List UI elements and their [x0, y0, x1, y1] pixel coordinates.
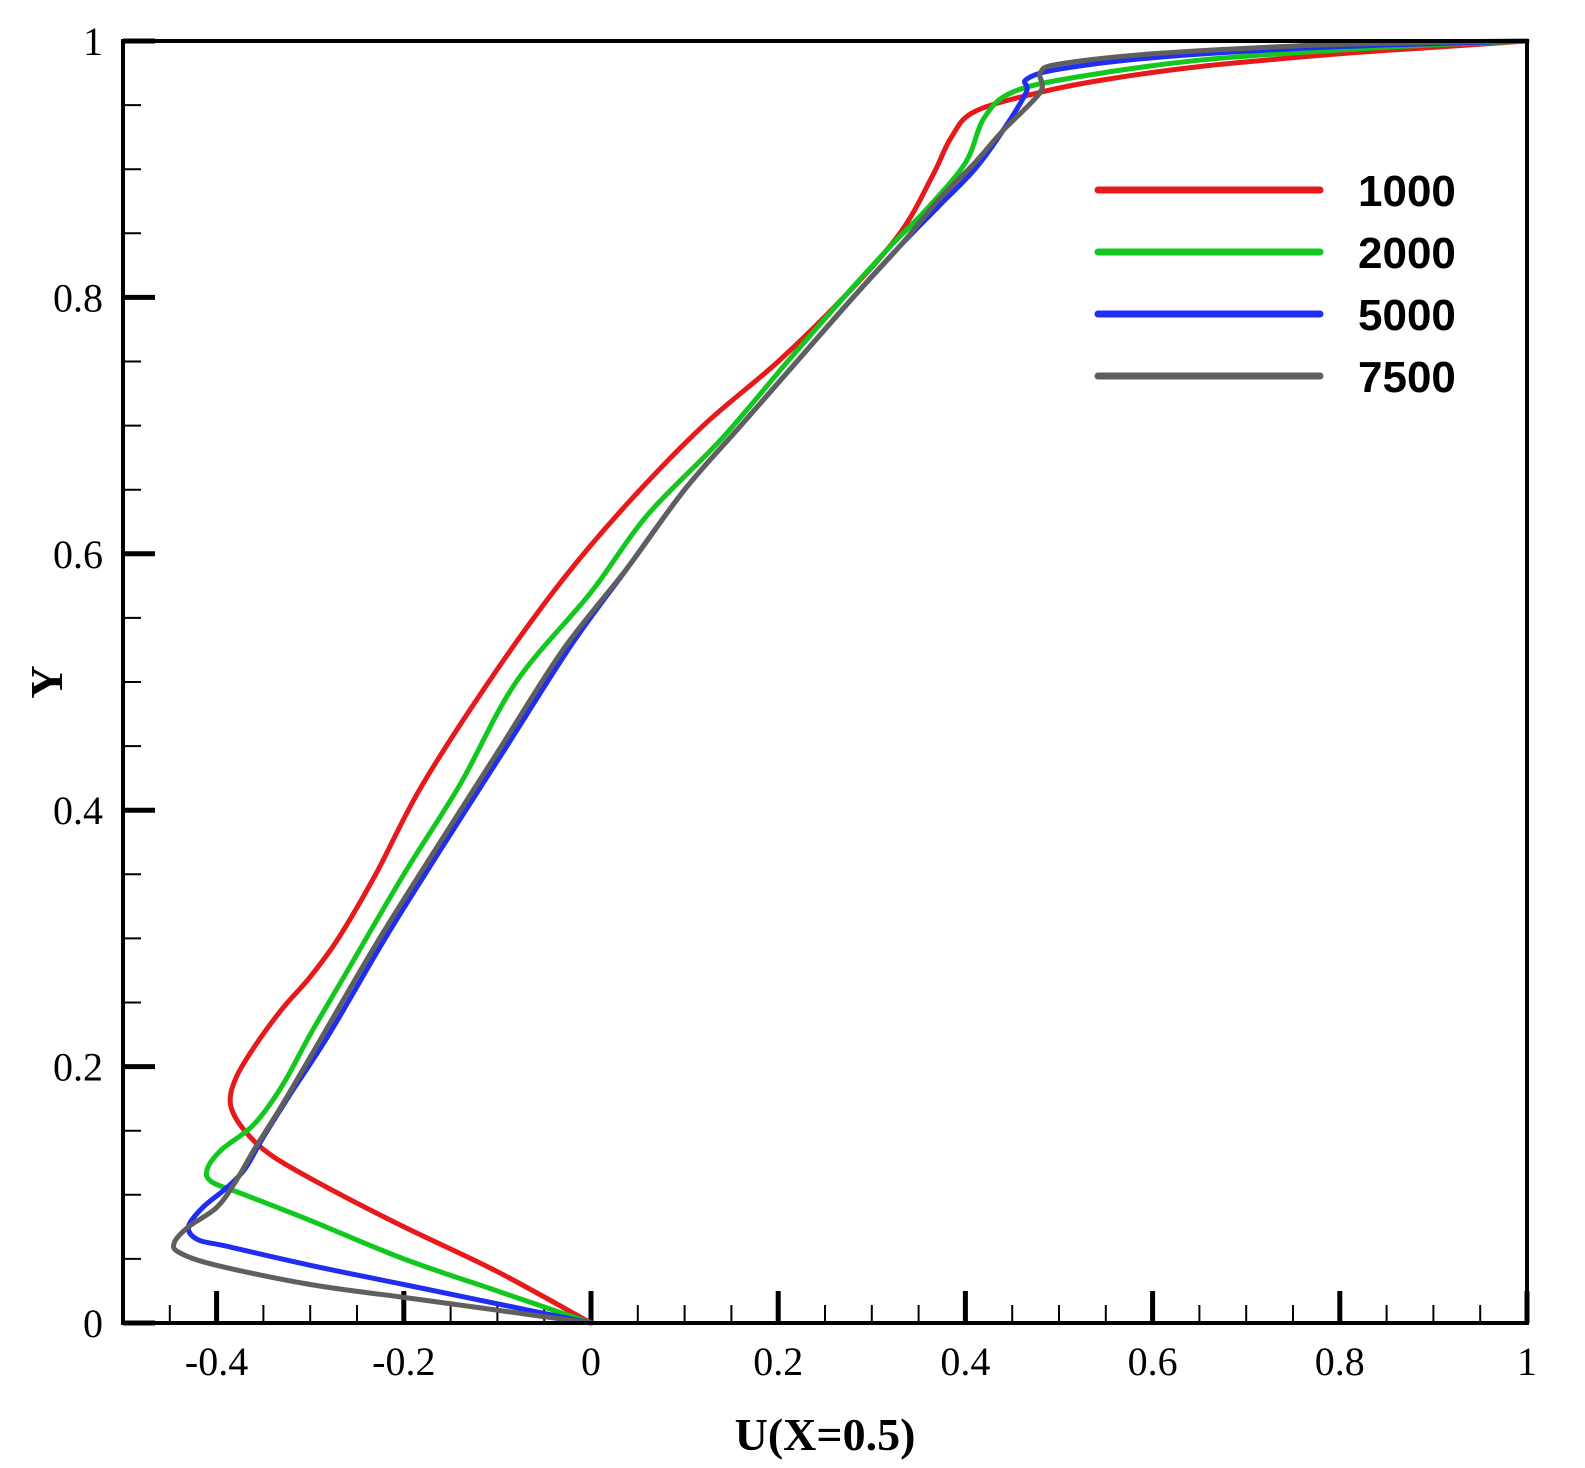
x-tick-label: 0: [581, 1339, 601, 1384]
y-axis-title: Y: [21, 665, 72, 698]
series-line-2000: [203, 38, 1530, 1326]
ticks-layer: [122, 38, 1530, 1326]
x-tick-label: -0.4: [185, 1339, 248, 1384]
y-tick-label: 0.4: [53, 788, 103, 833]
x-tick-label: -0.2: [372, 1339, 435, 1384]
y-tick-label: 1: [83, 19, 103, 64]
legend: 1000 2000 5000 7500: [1094, 167, 1456, 402]
y-tick-label: 0.6: [53, 532, 103, 577]
y-tick-label: 0.2: [53, 1045, 103, 1090]
x-tick-label: 0.6: [1128, 1339, 1178, 1384]
x-tick-label: 0.4: [940, 1339, 990, 1384]
series-line-1000: [227, 38, 1530, 1326]
x-axis-title: U(X=0.5): [735, 1409, 916, 1460]
plot-frame: [121, 39, 1529, 1325]
legend-label-7500: 7500: [1358, 353, 1456, 402]
x-tick-label: 0.2: [753, 1339, 803, 1384]
y-tick-label: 0.8: [53, 275, 103, 320]
series-line-7500: [170, 38, 1530, 1326]
lines-layer: [170, 38, 1530, 1326]
legend-label-2000: 2000: [1358, 229, 1456, 278]
legend-label-5000: 5000: [1358, 291, 1456, 340]
y-tick-label: 0: [83, 1301, 103, 1346]
series-line-5000: [185, 38, 1530, 1326]
x-tick-label: 1: [1517, 1339, 1537, 1384]
labels-layer: -0.4 -0.2 0 0.2 0.4 0.6 0.8 1 0 0.2 0.4 0.6 0.8 1: [53, 19, 1537, 1384]
legend-label-1000: 1000: [1358, 167, 1456, 216]
x-tick-label: 0.8: [1315, 1339, 1365, 1384]
